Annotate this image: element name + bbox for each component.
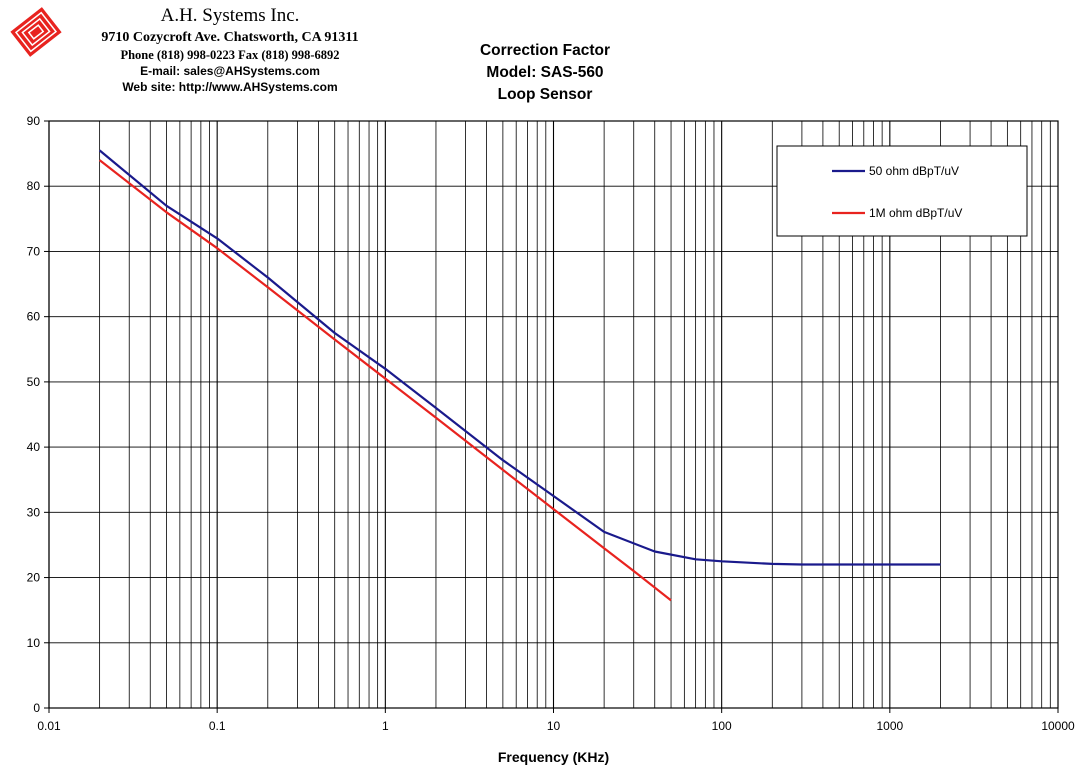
x-tick-label: 0.01 — [37, 719, 61, 733]
chart-grid — [48, 120, 1058, 709]
y-tick-label: 60 — [27, 310, 41, 324]
chart-title-line-3: Loop Sensor — [497, 86, 593, 103]
y-tick-label: 10 — [27, 636, 41, 650]
company-address: 9710 Cozycroft Ave. Chatsworth, CA 91311 — [101, 30, 359, 45]
y-tick-label: 90 — [27, 114, 41, 128]
y-tick-label: 80 — [27, 179, 41, 193]
company-email: E-mail: sales@AHSystems.com — [140, 64, 320, 78]
legend-label-2: 1M ohm dBpT/uV — [869, 206, 962, 220]
legend-box — [776, 145, 1028, 237]
x-tick-label: 1 — [382, 719, 389, 733]
y-axis-ticks: 0 10 20 30 40 50 60 70 80 90 — [27, 114, 49, 715]
y-tick-label: 40 — [27, 440, 41, 454]
x-tick-label: 0.1 — [209, 719, 226, 733]
x-tick-label: 1000 — [876, 719, 903, 733]
x-tick-label: 100 — [712, 719, 732, 733]
x-axis-label: Frequency (KHz) — [498, 749, 609, 765]
y-tick-label: 70 — [27, 244, 41, 258]
company-website: Web site: http://www.AHSystems.com — [122, 80, 338, 94]
series-line-1 — [98, 149, 941, 566]
x-axis-ticks: 0.01 0.1 1 10 100 1000 10000 — [37, 708, 1075, 733]
chart-legend: 50 ohm dBpT/uV 1M ohm dBpT/uV — [776, 145, 1028, 237]
y-tick-label: 0 — [33, 701, 40, 715]
series-line-2 — [98, 159, 672, 602]
y-tick-label: 30 — [27, 505, 41, 519]
company-header: A.H. Systems Inc. 9710 Cozycroft Ave. Ch… — [60, 4, 400, 95]
x-tick-label: 10000 — [1041, 719, 1075, 733]
chart-title-line-1: Correction Factor — [479, 42, 611, 59]
chart-title: Correction Factor Model: SAS-560 Loop Se… — [440, 40, 650, 106]
y-tick-label: 20 — [27, 571, 41, 585]
company-name: A.H. Systems Inc. — [160, 5, 300, 26]
ahs-logo-icon — [10, 7, 62, 57]
x-tick-label: 10 — [547, 719, 561, 733]
chart-title-line-2: Model: SAS-560 — [486, 64, 604, 81]
chart-series — [98, 149, 941, 602]
y-tick-label: 50 — [27, 375, 41, 389]
legend-label-1: 50 ohm dBpT/uV — [869, 164, 959, 178]
company-phone: Phone (818) 998-0223 Fax (818) 998-6892 — [120, 48, 340, 62]
